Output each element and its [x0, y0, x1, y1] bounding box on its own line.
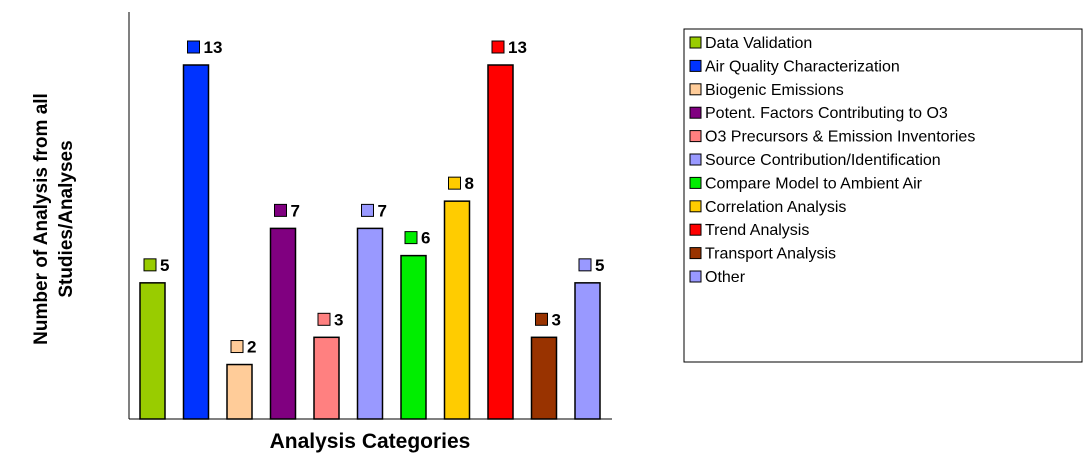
legend-swatch-correlation-analysis	[689, 200, 702, 213]
data-label-data-validation: 5	[160, 256, 169, 275]
bar-potent-factors-contributing-to-o3	[269, 227, 297, 420]
data-label-key-source-contribution-identification	[361, 203, 374, 217]
bar-data-validation	[139, 282, 166, 420]
data-label-key-data-validation	[143, 258, 157, 272]
data-label-key-other	[578, 258, 592, 272]
data-label-key-transport-analysis	[535, 312, 548, 326]
data-label-key-compare-model-to-ambient-air	[404, 231, 418, 245]
legend-swatch-trend-analysis	[689, 223, 702, 236]
bar-air-quality-characterization	[182, 64, 210, 420]
legend-swatch-data-validation	[689, 36, 702, 49]
bar-transport-analysis	[530, 336, 558, 420]
legend: Data Validation Air Quality Characterizat…	[683, 28, 1083, 363]
legend-label-compare-model-to-ambient-air: Compare Model to Ambient Air	[705, 175, 923, 192]
legend-label-data-validation: Data Validation	[705, 35, 812, 52]
legend-label-source-contribution-identification: Source Contribution/Identification	[705, 152, 941, 169]
bar-biogenic-emissions	[226, 363, 253, 420]
bar-other	[574, 282, 601, 420]
data-label-biogenic-emissions: 2	[247, 338, 256, 357]
legend-swatch-air-quality-characterization	[689, 59, 702, 72]
data-label-source-contribution-identification: 7	[378, 201, 387, 220]
bar-o3-precursors-emission-inventories	[313, 336, 340, 420]
data-label-correlation-analysis: 8	[465, 174, 474, 193]
legend-swatch-biogenic-emissions	[689, 83, 702, 96]
data-label-o3-precursors-emission-inventories: 3	[334, 310, 343, 329]
legend-swatch-other	[689, 270, 702, 283]
legend-label-other: Other	[705, 269, 746, 286]
data-label-trend-analysis: 13	[508, 38, 527, 57]
bar-source-contribution-identification	[356, 227, 384, 420]
bar-trend-analysis	[487, 64, 514, 420]
legend-swatch-potent-factors-contributing-to-o3	[689, 106, 702, 119]
legend-swatch-compare-model-to-ambient-air	[689, 176, 702, 189]
y-axis-title-line-2: Studies/Analyses	[56, 140, 77, 297]
legend-swatch-transport-analysis	[689, 247, 702, 260]
data-label-compare-model-to-ambient-air: 6	[421, 229, 430, 248]
legend-label-air-quality-characterization: Air Quality Characterization	[705, 58, 900, 75]
data-label-key-air-quality-characterization	[187, 40, 200, 54]
legend-label-correlation-analysis: Correlation Analysis	[705, 199, 846, 216]
data-label-key-o3-precursors-emission-inventories	[317, 312, 331, 326]
bars: 5 13 2 7 3 7 6 8 13 3 5	[139, 38, 604, 420]
x-axis-title: Analysis Categories	[270, 430, 471, 453]
y-axis-title-line-1: Number of Analysis from all	[31, 93, 52, 345]
data-label-transport-analysis: 3	[552, 310, 561, 329]
data-label-key-biogenic-emissions	[230, 340, 244, 354]
bar-correlation-analysis	[443, 200, 471, 420]
bar-compare-model-to-ambient-air	[400, 254, 427, 420]
legend-label-biogenic-emissions: Biogenic Emissions	[705, 82, 844, 99]
plot-area: 5 13 2 7 3 7 6 8 13 3 5	[128, 12, 612, 420]
legend-swatch-source-contribution-identification	[689, 153, 702, 166]
legend-label-transport-analysis: Transport Analysis	[705, 246, 836, 263]
data-label-air-quality-characterization: 13	[204, 38, 223, 57]
data-label-key-trend-analysis	[491, 40, 505, 54]
legend-label-o3-precursors-emission-inventories: O3 Precursors & Emission Inventories	[705, 129, 975, 146]
data-label-potent-factors-contributing-to-o3: 7	[291, 201, 300, 220]
data-label-key-correlation-analysis	[448, 176, 461, 190]
data-label-key-potent-factors-contributing-to-o3	[274, 203, 287, 217]
legend-label-potent-factors-contributing-to-o3: Potent. Factors Contributing to O3	[705, 105, 948, 122]
legend-box	[683, 28, 1083, 363]
legend-items: Data Validation Air Quality Characterizat…	[689, 35, 975, 286]
legend-swatch-o3-precursors-emission-inventories	[689, 130, 702, 143]
legend-label-trend-analysis: Trend Analysis	[705, 222, 809, 239]
data-label-other: 5	[595, 256, 604, 275]
